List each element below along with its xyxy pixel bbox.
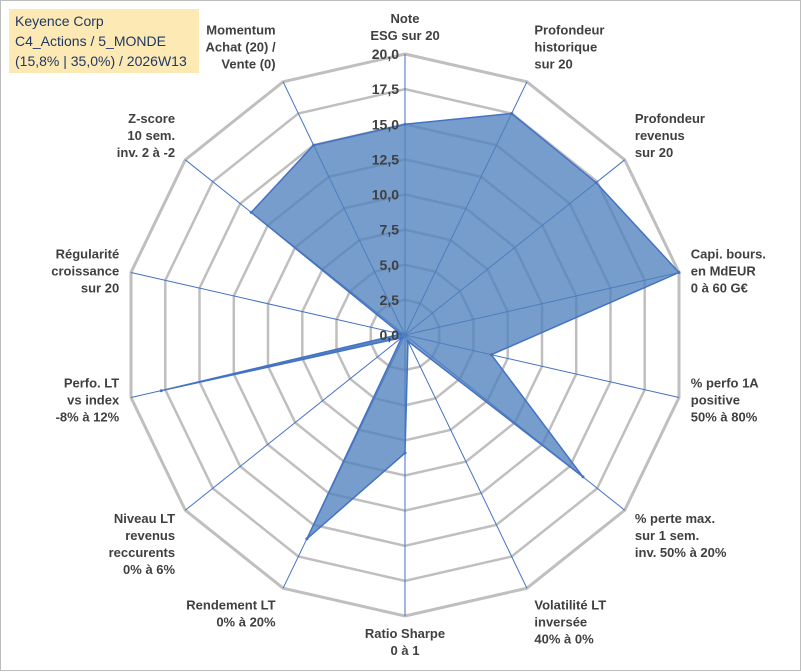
data-point-13 bbox=[312, 143, 316, 147]
axis-label-3-line-0: Capi. bours. bbox=[691, 247, 766, 262]
data-point-8 bbox=[305, 537, 309, 541]
axis-label-12: Z-score 10 sem. inv. 2 à -2 bbox=[117, 111, 175, 160]
axis-label-1-line-1: historique bbox=[534, 40, 597, 55]
axis-label-13-line-0: Momentum bbox=[206, 23, 275, 38]
axis-label-0: Note ESG sur 20 bbox=[370, 11, 439, 43]
axis-label-0-line-0: Note bbox=[391, 11, 420, 26]
axis-label-10-line-2: -8% à 12% bbox=[56, 409, 120, 424]
tick-label-4: 10,0 bbox=[372, 187, 399, 203]
axis-label-12-line-1: 10 sem. bbox=[127, 128, 175, 143]
axis-label-4: % perfo 1A positive 50% à 80% bbox=[691, 375, 760, 424]
axis-label-11-line-1: croissance bbox=[51, 264, 119, 279]
tick-label-7: 17,5 bbox=[372, 81, 399, 97]
data-point-7 bbox=[403, 451, 407, 455]
title-company: Keyence Corp bbox=[15, 13, 104, 29]
axis-label-9-line-0: Niveau LT bbox=[114, 511, 175, 526]
tick-label-3: 7,5 bbox=[380, 222, 400, 238]
data-point-4 bbox=[489, 353, 493, 357]
axis-label-7-line-1: 0 à 1 bbox=[391, 643, 420, 658]
data-point-10 bbox=[159, 389, 163, 393]
axis-label-5-line-1: sur 1 sem. bbox=[635, 528, 699, 543]
axis-label-1: Profondeur historique sur 20 bbox=[534, 23, 604, 72]
axis-label-1-line-2: sur 20 bbox=[534, 57, 572, 72]
axis-label-12-line-0: Z-score bbox=[128, 111, 175, 126]
axis-spoke-11 bbox=[130, 272, 406, 336]
axis-label-13: Momentum Achat (20) / Vente (0) bbox=[206, 23, 276, 72]
axis-label-6-line-2: 40% à 0% bbox=[534, 631, 594, 646]
axis-label-13-line-1: Achat (20) / bbox=[206, 40, 276, 55]
axis-label-9-line-2: reccurents bbox=[109, 545, 175, 560]
axis-label-1-line-0: Profondeur bbox=[534, 23, 604, 38]
axis-label-0-line-1: ESG sur 20 bbox=[370, 28, 439, 43]
axis-label-10-line-1: vs index bbox=[67, 392, 120, 407]
axis-label-7: Ratio Sharpe 0 à 1 bbox=[365, 626, 445, 658]
axis-label-6: Volatilité LT inversée 40% à 0% bbox=[534, 597, 606, 646]
data-point-1 bbox=[510, 112, 514, 115]
data-point-5 bbox=[581, 475, 585, 479]
axis-label-4-line-0: % perfo 1A bbox=[691, 375, 760, 390]
tick-label-5: 12,5 bbox=[372, 151, 399, 167]
axis-label-9: Niveau LT revenus reccurents 0% à 6% bbox=[109, 511, 176, 577]
axis-label-7-line-0: Ratio Sharpe bbox=[365, 626, 445, 641]
tick-label-8: 20,0 bbox=[372, 46, 399, 62]
axis-label-10-line-0: Perfo. LT bbox=[64, 375, 119, 390]
data-point-11 bbox=[399, 332, 403, 336]
axis-label-5-line-0: % perte max. bbox=[635, 511, 715, 526]
data-point-2 bbox=[594, 181, 598, 185]
data-point-9 bbox=[400, 336, 404, 340]
data-point-12 bbox=[249, 210, 253, 214]
axis-label-2-line-0: Profondeur bbox=[635, 111, 705, 126]
axis-label-9-line-3: 0% à 6% bbox=[123, 562, 175, 577]
series-layer bbox=[159, 112, 681, 541]
axis-label-2: Profondeur revenus sur 20 bbox=[635, 111, 705, 160]
axis-label-2-line-2: sur 20 bbox=[635, 145, 673, 160]
axis-label-8-line-0: Rendement LT bbox=[186, 597, 275, 612]
axis-label-3-line-2: 0 à 60 G€ bbox=[691, 281, 748, 296]
axis-label-6-line-1: inversée bbox=[534, 614, 587, 629]
axis-spoke-9 bbox=[184, 334, 406, 511]
label-layer: Note ESG sur 20 Profondeur historique sur 20… bbox=[51, 11, 766, 658]
axis-label-9-line-1: revenus bbox=[125, 528, 175, 543]
title-category: C4_Actions / 5_MONDE bbox=[15, 33, 166, 49]
axis-label-5-line-2: inv. 50% à 20% bbox=[635, 545, 727, 560]
tick-label-2: 5,0 bbox=[380, 257, 400, 273]
axis-label-4-line-2: 50% à 80% bbox=[691, 409, 758, 424]
axis-label-8-line-1: 0% à 20% bbox=[216, 614, 276, 629]
axis-label-4-line-1: positive bbox=[691, 392, 740, 407]
data-point-3 bbox=[677, 271, 681, 274]
axis-label-11-line-0: Régularité bbox=[56, 247, 120, 262]
title-params: (15,8% | 35,0%) / 2026W13 bbox=[15, 53, 187, 69]
axis-label-13-line-2: Vente (0) bbox=[221, 57, 275, 72]
axis-label-11-line-2: sur 20 bbox=[81, 281, 119, 296]
axis-label-5: % perte max. sur 1 sem. inv. 50% à 20% bbox=[635, 511, 727, 560]
axis-label-12-line-2: inv. 2 à -2 bbox=[117, 145, 175, 160]
tick-label-1: 2,5 bbox=[380, 292, 400, 308]
axis-label-3-line-1: en MdEUR bbox=[691, 264, 757, 279]
axis-label-8: Rendement LT 0% à 20% bbox=[186, 597, 276, 629]
tick-label-0: 0,0 bbox=[380, 327, 400, 343]
tick-label-6: 15,0 bbox=[372, 116, 399, 132]
tick-layer: 0,0 2,5 5,0 7,5 10,0 12,5 15,0 17,5 20,0 bbox=[372, 46, 399, 343]
series-area-0 bbox=[160, 112, 680, 540]
axis-label-2-line-1: revenus bbox=[635, 128, 685, 143]
data-point-0 bbox=[403, 122, 407, 126]
data-point-6 bbox=[406, 339, 410, 343]
axis-spoke-6 bbox=[404, 334, 528, 589]
axis-label-11: Régularité croissance sur 20 bbox=[51, 247, 119, 296]
chart-title-box: Keyence Corp C4_Actions / 5_MONDE (15,8%… bbox=[9, 9, 199, 73]
axis-label-10: Perfo. LT vs index -8% à 12% bbox=[56, 375, 120, 424]
axis-label-3: Capi. bours. en MdEUR 0 à 60 G€ bbox=[691, 247, 766, 296]
axis-label-6-line-0: Volatilité LT bbox=[534, 597, 606, 612]
